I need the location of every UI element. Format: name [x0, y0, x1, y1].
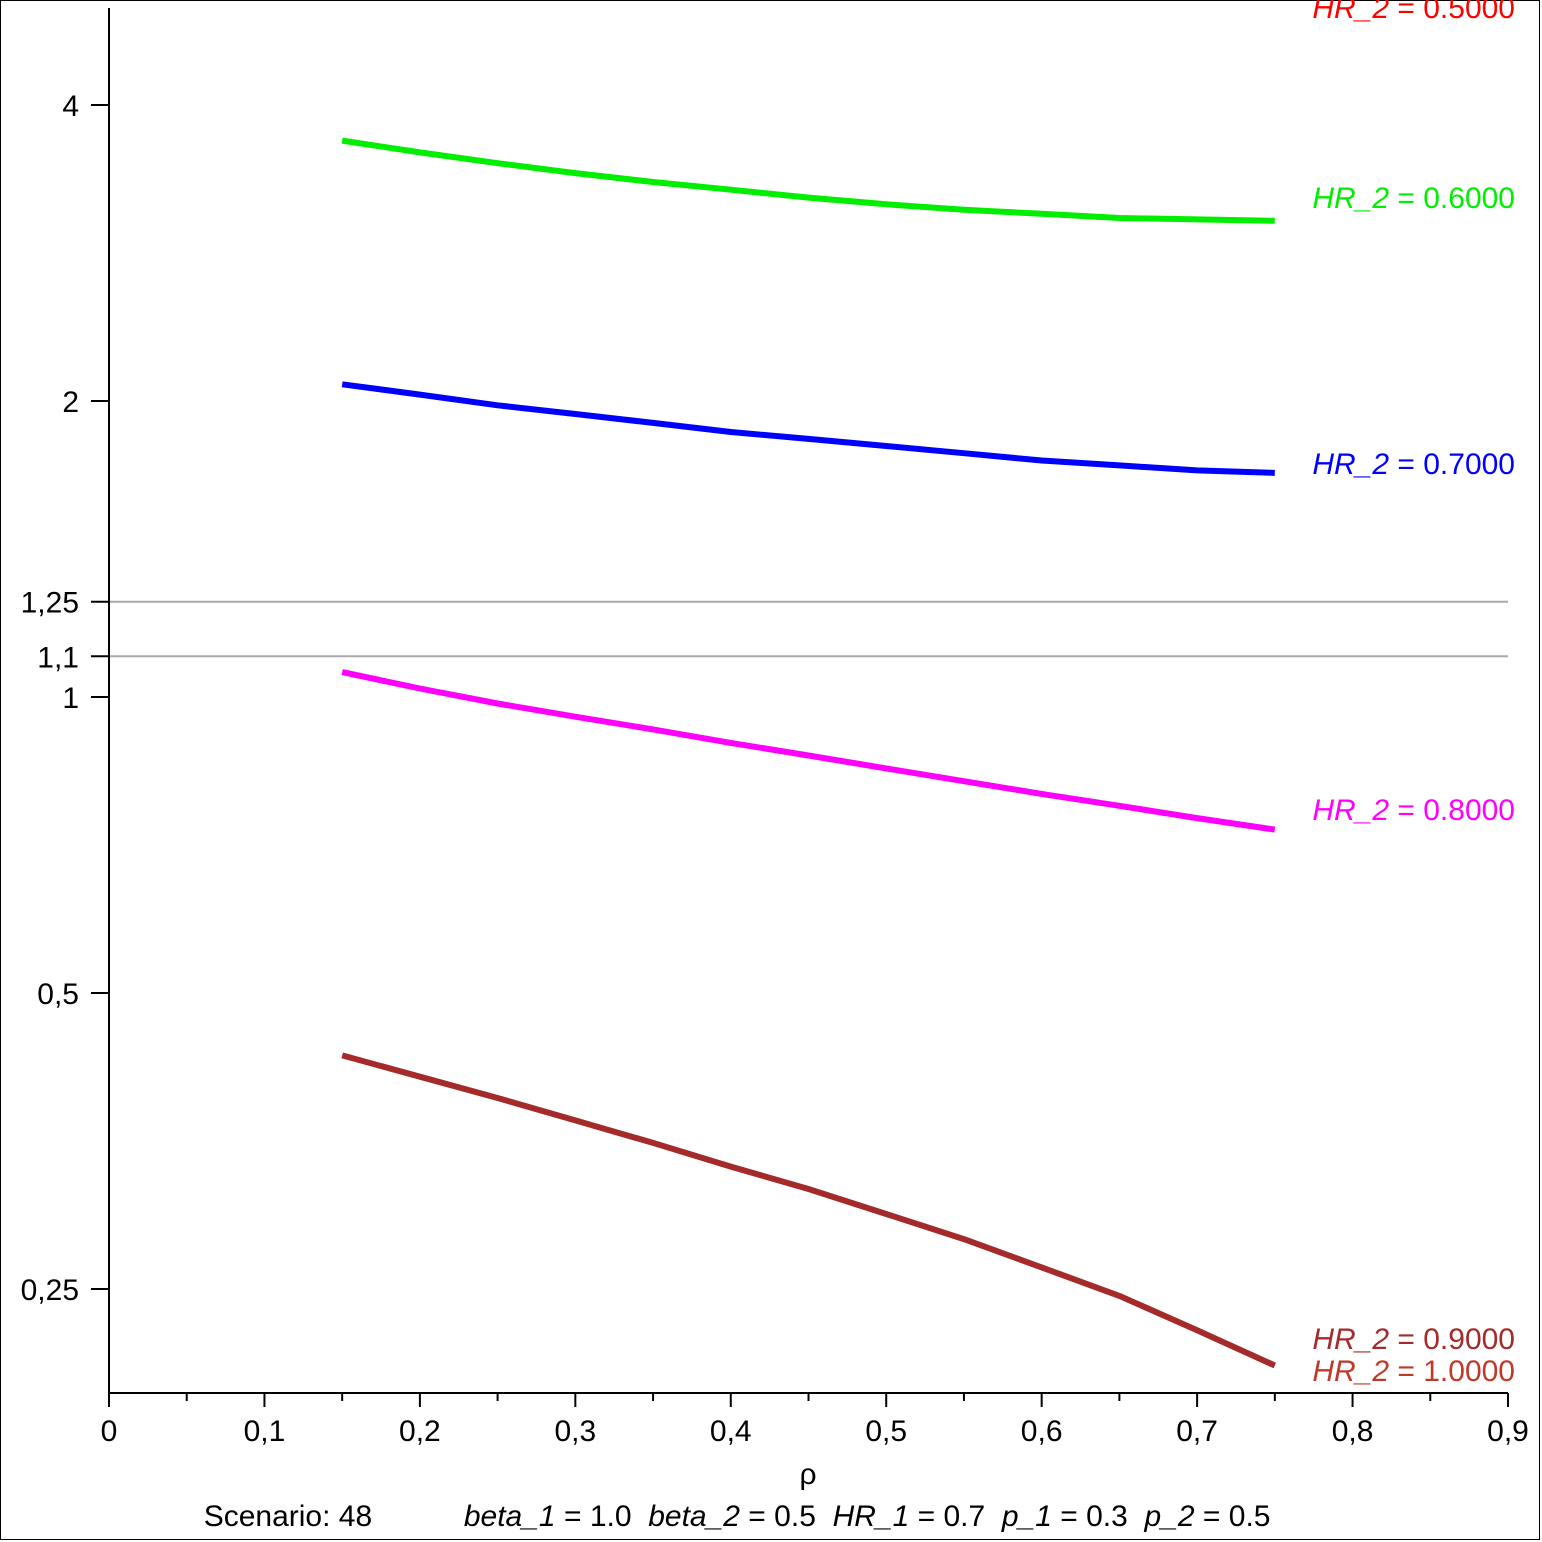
y-tick-label: 0,5	[37, 978, 79, 1011]
series-line	[341, 137, 1275, 224]
caption-spacer	[985, 1500, 1002, 1533]
y-tick-label: 4	[62, 90, 79, 123]
series-line	[341, 669, 1276, 833]
series-label-eq: =	[1389, 1323, 1423, 1356]
x-axis-title: ρ	[799, 1458, 816, 1491]
series-label-value: 0.9000	[1423, 1323, 1515, 1356]
series-label: HR_2 = 1.0000	[1312, 1355, 1515, 1388]
series-label-var: HR_2	[1312, 794, 1389, 827]
x-tick-label: 0,9	[1487, 1415, 1529, 1448]
caption-param-value: 0.5	[1229, 1500, 1271, 1533]
series-label: HR_2 = 0.8000	[1312, 794, 1515, 827]
caption-param-eq: =	[740, 1500, 774, 1533]
x-tick-label: 0,2	[399, 1415, 441, 1448]
caption-spacer	[816, 1500, 833, 1533]
caption-param-eq: =	[1195, 1500, 1229, 1533]
series-label-var: HR_2	[1312, 182, 1389, 215]
caption-param-name: beta_2	[648, 1500, 740, 1533]
caption-param-value: 1.0	[590, 1500, 632, 1533]
x-tick-label: 0,7	[1176, 1415, 1218, 1448]
caption-param-eq: =	[1052, 1500, 1086, 1533]
series-label-var: HR_2	[1312, 1323, 1389, 1356]
y-tick-label: 0,25	[21, 1274, 79, 1307]
series-label-value: 0.8000	[1423, 794, 1515, 827]
x-tick-label: 0	[101, 1415, 118, 1448]
caption-param-name: HR_1	[833, 1500, 910, 1533]
caption-param-value: 0.7	[943, 1500, 985, 1533]
series-label-eq: =	[1389, 794, 1423, 827]
x-tick-label: 0,5	[865, 1415, 907, 1448]
series-label-var: HR_2	[1312, 0, 1389, 25]
series-label-eq: =	[1389, 448, 1423, 481]
caption-param-name: beta_1	[464, 1500, 556, 1533]
series-label: HR_2 = 0.5000	[1312, 0, 1515, 25]
caption-param-name: p_1	[1001, 1500, 1052, 1533]
series-label: HR_2 = 0.6000	[1312, 182, 1515, 215]
caption-spacer	[1128, 1500, 1145, 1533]
series-label-eq: =	[1389, 1355, 1423, 1388]
caption: Scenario: 48 beta_1 = 1.0 beta_2 = 0.5 H…	[162, 1500, 1271, 1533]
y-tick-label: 1,1	[37, 641, 79, 674]
series-label-value: 1.0000	[1423, 1355, 1515, 1388]
x-tick-label: 0,4	[710, 1415, 752, 1448]
series-label-var: HR_2	[1312, 1355, 1389, 1388]
caption-param-name: p_2	[1144, 1500, 1195, 1533]
x-tick-label: 0,6	[1021, 1415, 1063, 1448]
series-line	[341, 1052, 1277, 1369]
reference-lines	[109, 600, 1508, 658]
series-line	[341, 381, 1275, 476]
series-lines	[341, 137, 1277, 1369]
axes	[108, 8, 1508, 1394]
x-ticks: 0 0,1 0,2 0,3 0,4 0,5 0,6 0,7 0,8 0,9	[101, 1393, 1529, 1448]
caption-param-eq: =	[909, 1500, 943, 1533]
series-label-value: 0.5000	[1423, 0, 1515, 25]
series-label: HR_2 = 0.7000	[1312, 448, 1515, 481]
y-ticks: 0,25 0,5 1 1,1 1,25 2 4	[21, 90, 109, 1307]
x-tick-label: 0,1	[244, 1415, 286, 1448]
caption-param-value: 0.3	[1086, 1500, 1128, 1533]
series-label-eq: =	[1389, 182, 1423, 215]
series-label: HR_2 = 0.9000	[1312, 1323, 1515, 1356]
series-label-eq: =	[1389, 0, 1423, 25]
caption-scenario: Scenario: 48	[204, 1500, 372, 1533]
caption-spacer	[397, 1500, 464, 1533]
series-label-value: 0.7000	[1423, 448, 1515, 481]
y-tick-label: 2	[62, 386, 79, 419]
caption-param-value: 0.5	[774, 1500, 816, 1533]
series-label-value: 0.6000	[1423, 182, 1515, 215]
x-tick-label: 0,8	[1332, 1415, 1374, 1448]
caption-param-eq: =	[556, 1500, 590, 1533]
caption-spacer	[632, 1500, 649, 1533]
series-label-var: HR_2	[1312, 448, 1389, 481]
y-tick-label: 1	[62, 682, 79, 715]
x-tick-label: 0,3	[554, 1415, 596, 1448]
y-tick-label: 1,25	[21, 587, 79, 620]
